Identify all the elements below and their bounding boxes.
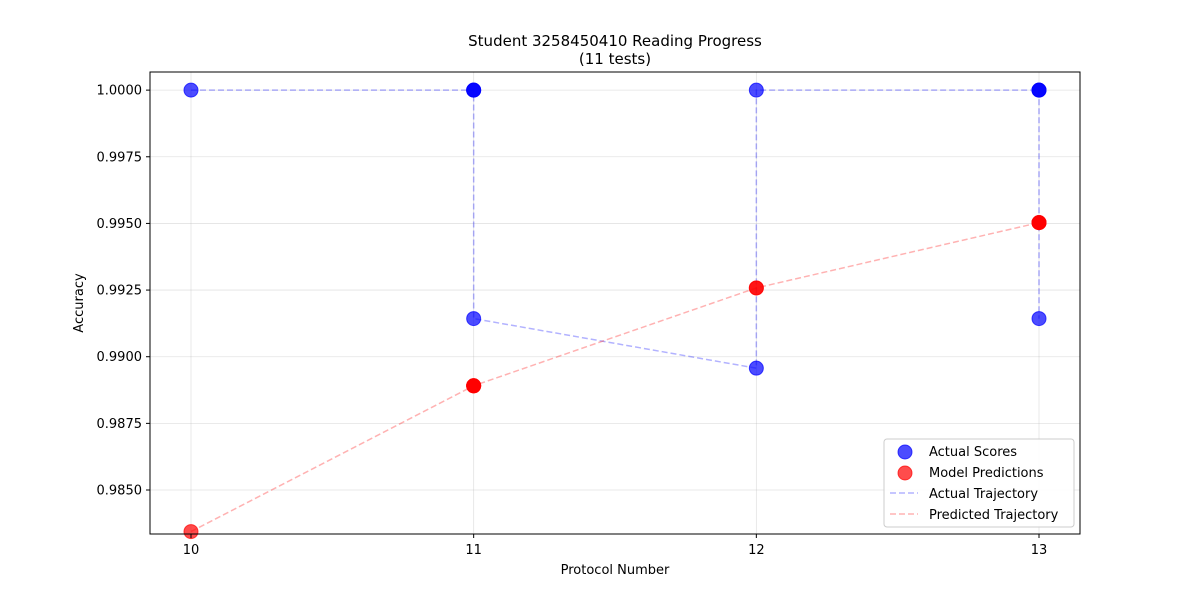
legend-label-actual-trajectory: Actual Trajectory bbox=[929, 487, 1038, 502]
y-axis-label: Accuracy bbox=[72, 273, 87, 333]
data-point-model-predictions bbox=[466, 378, 482, 394]
plot-frame bbox=[149, 71, 1081, 535]
y-tick-label: 0.9925 bbox=[97, 284, 143, 299]
data-point-actual-scores bbox=[748, 82, 764, 98]
legend-box bbox=[883, 438, 1075, 528]
y-tick-label: 0.9950 bbox=[97, 217, 143, 232]
grid bbox=[150, 72, 1080, 534]
data-points bbox=[183, 82, 1047, 540]
y-tick-label: 0.9850 bbox=[97, 484, 143, 499]
legend-marker-model-predictions bbox=[897, 465, 913, 481]
x-tick-label: 13 bbox=[1031, 543, 1048, 558]
legend-marker-actual-scores bbox=[897, 444, 913, 460]
legend: Actual Scores Model Predictions Actual T… bbox=[883, 438, 1075, 528]
legend-label-predicted-trajectory: Predicted Trajectory bbox=[929, 508, 1059, 523]
legend-label-model-predictions: Model Predictions bbox=[929, 466, 1044, 481]
y-tick-label: 0.9875 bbox=[97, 417, 143, 432]
data-point-actual-scores bbox=[183, 82, 199, 98]
x-tick-label: 12 bbox=[748, 543, 765, 558]
data-point-model-predictions bbox=[183, 524, 199, 540]
x-tick-label: 11 bbox=[465, 543, 482, 558]
chart-subtitle: (11 tests) bbox=[579, 50, 651, 68]
y-tick-label: 1.0000 bbox=[97, 84, 143, 99]
data-point-actual-scores bbox=[466, 82, 482, 98]
chart-title: Student 3258450410 Reading Progress bbox=[468, 32, 762, 50]
data-point-model-predictions bbox=[1031, 215, 1047, 231]
data-point-actual-scores bbox=[1031, 82, 1047, 98]
axis-ticks: 10 11 12 13 0.9850 0.9875 0.9900 0.9925 0.9950 0.… bbox=[97, 84, 1048, 558]
data-point-actual-scores bbox=[748, 360, 764, 376]
legend-label-actual-scores: Actual Scores bbox=[929, 445, 1017, 460]
data-point-actual-scores bbox=[466, 311, 482, 327]
data-point-actual-scores bbox=[1031, 311, 1047, 327]
data-point-model-predictions bbox=[748, 280, 764, 296]
y-tick-label: 0.9900 bbox=[97, 350, 143, 365]
x-tick-label: 10 bbox=[183, 543, 200, 558]
x-axis-label: Protocol Number bbox=[561, 563, 670, 578]
y-tick-label: 0.9975 bbox=[97, 150, 143, 165]
